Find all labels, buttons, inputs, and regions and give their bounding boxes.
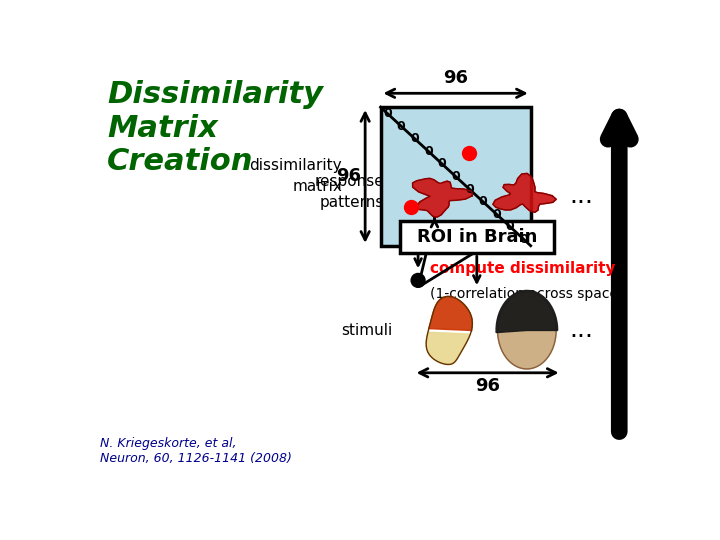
Text: 0: 0 [424,145,433,158]
Text: ...: ... [570,319,593,342]
Bar [381,107,531,246]
Polygon shape [493,173,557,212]
Text: 0: 0 [451,170,460,183]
Bar [400,221,554,253]
Text: 96: 96 [443,69,468,87]
Text: 96: 96 [475,377,500,395]
Text: stimuli: stimuli [341,323,392,338]
Text: N. Kriegeskorte, et al,
Neuron, 60, 1126-1141 (2008): N. Kriegeskorte, et al, Neuron, 60, 1126… [99,437,292,465]
Text: 0: 0 [438,157,446,170]
Text: 0: 0 [520,233,528,246]
Text: 96: 96 [336,167,361,185]
Text: 0: 0 [506,220,515,233]
Polygon shape [413,178,472,217]
Text: 0: 0 [397,119,405,132]
Text: 0: 0 [479,195,487,208]
Polygon shape [429,296,472,330]
Text: ROI in Brain: ROI in Brain [417,228,537,246]
Text: (1-correlation across space): (1-correlation across space) [430,287,623,301]
Text: compute dissimilarity: compute dissimilarity [430,261,615,276]
Text: ...: ... [570,184,593,208]
Text: 0: 0 [492,208,501,221]
Text: response
patterns: response patterns [315,174,384,210]
Text: 0: 0 [383,107,392,120]
Polygon shape [498,292,556,369]
Text: Dissimilarity
Matrix
Creation: Dissimilarity Matrix Creation [107,80,323,177]
Polygon shape [496,291,558,333]
Text: 0: 0 [410,132,419,145]
Text: dissimilarity
matrix: dissimilarity matrix [249,158,342,194]
Text: 0: 0 [465,183,474,195]
Circle shape [411,273,425,287]
Polygon shape [426,332,470,365]
